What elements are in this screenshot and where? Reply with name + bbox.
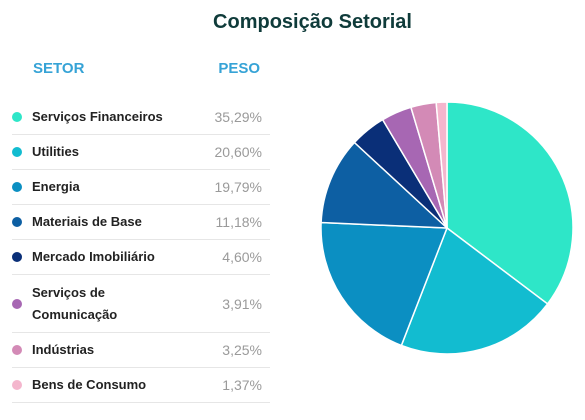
table-header: SETOR PESO [12, 54, 270, 100]
table-row: Bens de Consumo 1,37% [12, 368, 270, 403]
legend-dot [12, 345, 22, 355]
sector-weight: 3,91% [222, 295, 262, 312]
sector-weight: 3,25% [222, 342, 262, 358]
table-row: Mercado Imobiliário 4,60% [12, 240, 270, 275]
legend-dot [12, 217, 22, 227]
sector-column-header: SETOR [33, 60, 85, 77]
pie-slice-4[interactable] [320, 141, 450, 229]
table-row: Indústrias 3,25% [12, 333, 270, 368]
legend-dot [12, 147, 22, 157]
sector-name: Bens de Consumo [32, 377, 147, 392]
pie-slice-3[interactable] [320, 221, 449, 347]
sector-name: Serviços de Comunicação [32, 284, 118, 322]
sector-weight: 19,79% [214, 179, 262, 195]
pie-slice-2[interactable] [400, 226, 549, 355]
sector-name: Serviços Financeiros [32, 109, 163, 124]
legend-dot [12, 252, 22, 262]
chart-title: Composição Setorial [213, 11, 412, 33]
legend-dot [12, 182, 22, 192]
legend-dot [12, 380, 22, 390]
sector-weight: 11,18% [215, 214, 262, 230]
weight-column-header: PESO [218, 60, 260, 77]
sector-name: Energia [32, 179, 80, 194]
sector-weight: 20,60% [214, 144, 262, 160]
table-row: Serviços de Comunicação 3,91% [12, 275, 270, 333]
sector-name: Indústrias [32, 342, 95, 357]
table-row: Materiais de Base 11,18% [12, 205, 270, 240]
table-row: Energia 19,79% [12, 170, 270, 205]
pie-slice-8[interactable] [435, 101, 448, 229]
sector-name: Utilities [32, 144, 79, 159]
table-row: Serviços Financeiros 35,29% [12, 100, 270, 135]
legend-dot [12, 112, 22, 122]
sector-weight: 1,37% [222, 377, 262, 393]
sector-name: Materiais de Base [32, 214, 142, 229]
legend-dot [12, 298, 22, 309]
sector-table: SETOR PESO Serviços Financeiros 35,29% U… [12, 54, 270, 403]
sector-weight: 35,29% [214, 109, 262, 125]
sector-weight: 4,60% [222, 249, 262, 265]
pie-slice-1[interactable] [446, 101, 574, 305]
sector-name: Mercado Imobiliário [32, 249, 155, 264]
table-row: Utilities 20,60% [12, 135, 270, 170]
